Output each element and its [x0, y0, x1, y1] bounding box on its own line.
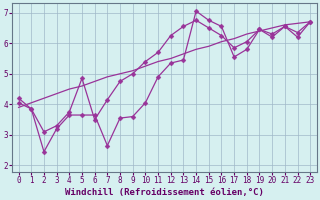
X-axis label: Windchill (Refroidissement éolien,°C): Windchill (Refroidissement éolien,°C) [65, 188, 264, 197]
